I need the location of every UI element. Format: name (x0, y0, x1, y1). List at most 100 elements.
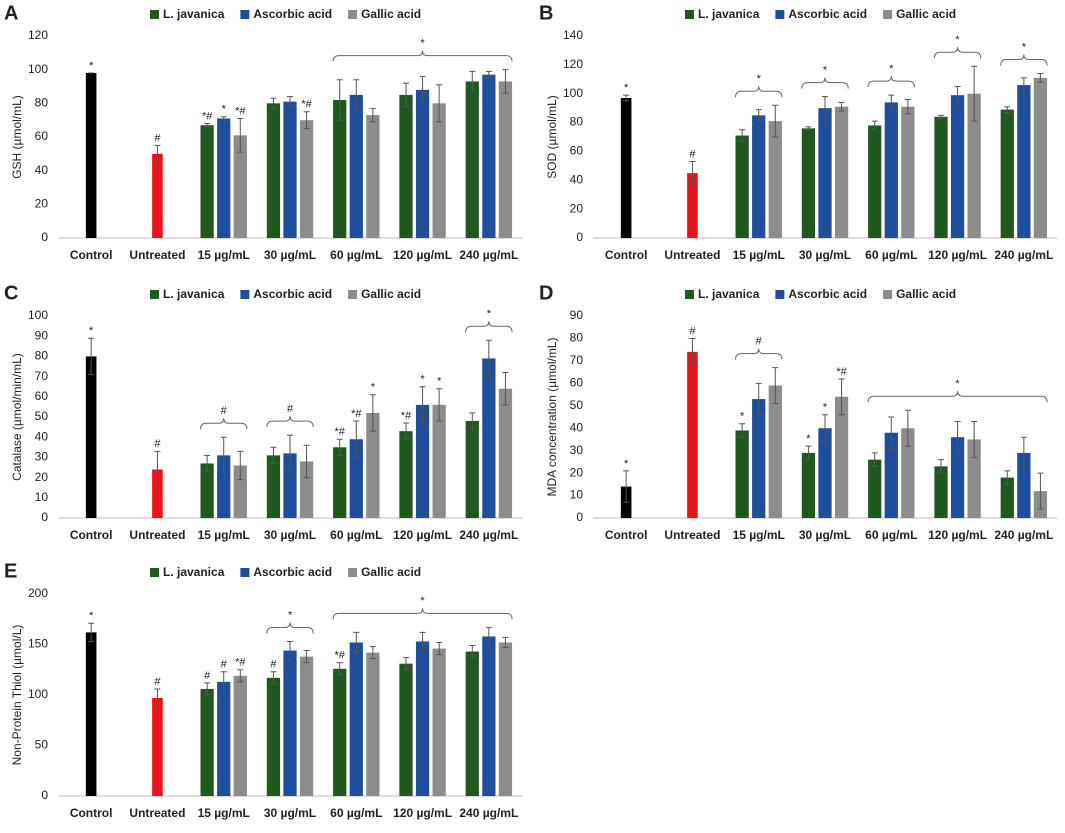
bar (333, 668, 347, 796)
bar (349, 642, 363, 796)
panel-label: D (539, 282, 553, 304)
y-tick-label: 20 (35, 197, 49, 211)
bar-annotation: *# (335, 426, 346, 438)
x-tick-label: 240 µg/mL (459, 528, 518, 542)
bracket (465, 321, 513, 333)
bar-annotation: *# (301, 99, 312, 111)
x-tick-label: Untreated (129, 528, 185, 542)
bar (233, 135, 247, 238)
bar (1033, 77, 1048, 238)
bar (233, 675, 247, 796)
legend-swatch (150, 10, 159, 19)
legend-label: Ascorbic acid (253, 565, 332, 579)
error-bar (419, 631, 426, 652)
bracket-label: * (889, 63, 894, 75)
legend-swatch (685, 290, 694, 299)
bracket-label: * (288, 609, 293, 621)
error-bar (904, 409, 911, 447)
error-bar (336, 79, 343, 121)
bracket (332, 50, 513, 62)
bar (801, 452, 816, 518)
panel-label: A (4, 2, 18, 24)
error-bar (623, 94, 630, 102)
legend-label: L. javanica (163, 7, 225, 21)
bar (868, 125, 882, 238)
error-bar (403, 657, 409, 671)
error-bar (220, 436, 227, 475)
legend-swatch (348, 10, 358, 19)
bar (432, 404, 446, 518)
panel-label: E (4, 560, 17, 582)
y-tick-label: 100 (563, 86, 583, 100)
bar-annotation: *# (202, 110, 213, 122)
bar (266, 677, 281, 796)
bar-annotation: # (689, 148, 696, 160)
bar (901, 428, 915, 518)
error-bar (419, 75, 426, 104)
bar (349, 439, 363, 518)
bar (152, 469, 163, 518)
bar (432, 103, 446, 238)
y-tick-label: 140 (563, 28, 583, 42)
error-bar (204, 123, 211, 128)
y-axis-label: SOD (µmol/mL) (545, 95, 559, 179)
y-tick-label: 80 (35, 96, 49, 110)
bracket-label: * (1022, 41, 1027, 53)
error-bar (270, 671, 277, 685)
legend-swatch (240, 10, 250, 19)
error-bar (689, 161, 696, 186)
bar (299, 656, 314, 796)
y-tick-label: 70 (570, 353, 584, 367)
bar (498, 81, 513, 238)
x-tick-label: 60 µg/mL (330, 806, 382, 820)
error-bar (1020, 77, 1027, 93)
legend-swatch (240, 290, 250, 299)
y-tick-label: 120 (563, 57, 583, 71)
chart-panel: C Catalase (µmol/min/mL) 0 10 20 30 40 50 60 70 80… (4, 282, 522, 542)
bar (152, 698, 163, 796)
bar (399, 663, 413, 796)
bar-annotation: * (437, 376, 442, 388)
y-tick-label: 80 (35, 349, 49, 363)
bar (735, 135, 749, 238)
bar (482, 358, 496, 518)
error-bar (220, 116, 227, 121)
x-tick-label: 120 µg/mL (393, 248, 452, 262)
bar (299, 461, 314, 518)
error-bar (204, 454, 211, 473)
x-tick-label: 30 µg/mL (264, 248, 316, 262)
x-tick-label: 30 µg/mL (264, 528, 316, 542)
y-tick-label: 60 (570, 144, 584, 158)
error-bar (755, 109, 762, 122)
x-tick-label: 60 µg/mL (865, 528, 917, 542)
error-bar (403, 82, 409, 108)
legend-label: Gallic acid (361, 287, 421, 301)
legend-swatch (348, 290, 358, 299)
error-bar (154, 144, 161, 163)
bar (465, 81, 479, 238)
x-tick-label: 15 µg/mL (198, 248, 250, 262)
x-tick-label: 240 µg/mL (459, 248, 518, 262)
x-tick-label: 15 µg/mL (198, 528, 250, 542)
y-tick-label: 150 (28, 637, 48, 651)
y-tick-label: 50 (35, 738, 49, 752)
legend-label: L. javanica (163, 287, 225, 301)
bar (366, 412, 380, 518)
bar (432, 648, 446, 796)
y-tick-label: 20 (35, 470, 49, 484)
error-bar (436, 388, 443, 422)
bar (85, 73, 97, 239)
bar-annotation: *# (351, 408, 362, 420)
bar (1017, 85, 1031, 238)
y-tick-label: 40 (570, 172, 584, 186)
bar (85, 632, 97, 796)
x-tick-label: 120 µg/mL (393, 528, 452, 542)
bar (266, 103, 281, 238)
error-bar (88, 622, 95, 642)
legend-label: L. javanica (163, 565, 225, 579)
bar (868, 459, 882, 518)
bracket-label: * (487, 308, 492, 320)
error-bar (287, 640, 293, 661)
x-tick-label: 120 µg/mL (393, 806, 452, 820)
error-bar (303, 650, 310, 664)
